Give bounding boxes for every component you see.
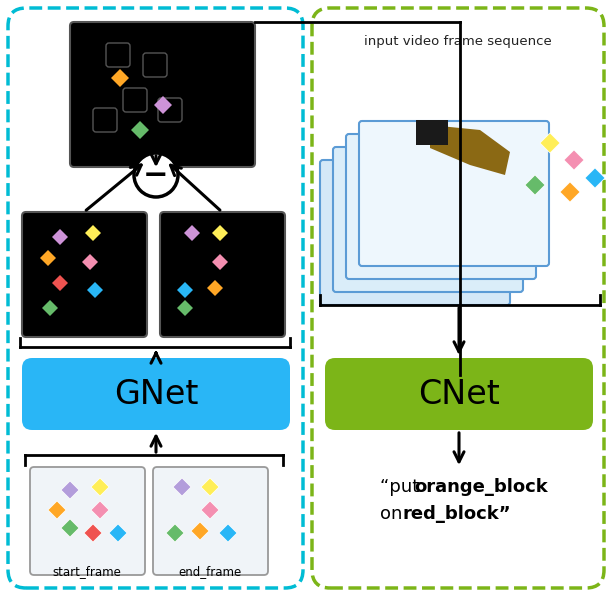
Polygon shape — [87, 282, 103, 298]
FancyBboxPatch shape — [22, 358, 290, 430]
FancyBboxPatch shape — [153, 467, 268, 575]
Polygon shape — [42, 300, 58, 316]
FancyBboxPatch shape — [346, 134, 536, 279]
FancyBboxPatch shape — [22, 212, 147, 337]
Polygon shape — [166, 524, 184, 542]
Text: red_block”: red_block” — [403, 505, 512, 523]
FancyBboxPatch shape — [325, 358, 593, 430]
Polygon shape — [212, 225, 228, 241]
Text: orange_block: orange_block — [414, 478, 548, 496]
Polygon shape — [91, 478, 109, 496]
Polygon shape — [52, 275, 68, 291]
Polygon shape — [109, 524, 127, 542]
FancyBboxPatch shape — [359, 121, 549, 266]
Text: input video frame sequence: input video frame sequence — [364, 35, 552, 48]
Polygon shape — [585, 168, 605, 188]
Polygon shape — [219, 524, 237, 542]
FancyBboxPatch shape — [70, 22, 255, 167]
Polygon shape — [111, 69, 129, 87]
Polygon shape — [540, 133, 560, 153]
Polygon shape — [560, 182, 580, 202]
Polygon shape — [564, 150, 584, 170]
Text: end_frame: end_frame — [178, 565, 242, 578]
Text: GNet: GNet — [114, 377, 198, 410]
Polygon shape — [212, 254, 228, 270]
Polygon shape — [61, 481, 79, 499]
Polygon shape — [61, 519, 79, 537]
FancyBboxPatch shape — [160, 212, 285, 337]
Polygon shape — [154, 96, 172, 114]
FancyBboxPatch shape — [333, 147, 523, 292]
FancyBboxPatch shape — [320, 160, 510, 305]
Polygon shape — [40, 250, 56, 266]
Polygon shape — [201, 478, 219, 496]
Polygon shape — [416, 120, 448, 145]
Polygon shape — [191, 522, 209, 540]
Text: CNet: CNet — [418, 377, 500, 410]
Text: “put: “put — [380, 478, 425, 496]
Polygon shape — [52, 229, 68, 245]
Polygon shape — [131, 121, 149, 139]
Polygon shape — [201, 501, 219, 519]
Polygon shape — [430, 125, 510, 175]
Polygon shape — [173, 478, 191, 496]
Circle shape — [134, 153, 178, 197]
FancyBboxPatch shape — [30, 467, 145, 575]
Polygon shape — [84, 524, 102, 542]
Text: start_frame: start_frame — [53, 565, 121, 578]
Polygon shape — [48, 501, 66, 519]
Polygon shape — [91, 501, 109, 519]
Polygon shape — [177, 300, 193, 316]
Polygon shape — [177, 282, 193, 298]
Text: on: on — [380, 505, 408, 523]
Polygon shape — [525, 175, 545, 195]
Polygon shape — [82, 254, 98, 270]
Polygon shape — [207, 280, 223, 296]
Text: −: − — [143, 160, 169, 190]
Polygon shape — [184, 225, 200, 241]
Polygon shape — [85, 225, 101, 241]
